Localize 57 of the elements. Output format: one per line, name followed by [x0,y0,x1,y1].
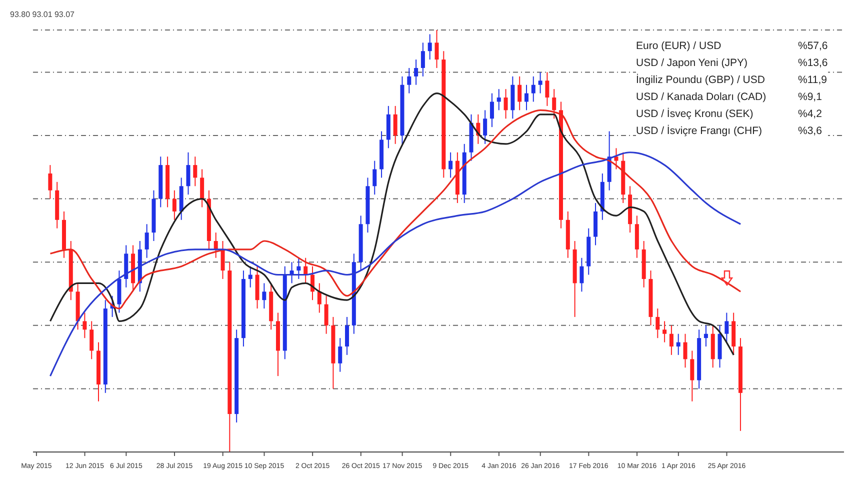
candlestick [144,224,149,258]
annotation: USD / İsveç Kronu (SEK) [636,106,754,122]
candlestick [524,84,528,111]
candlestick [676,333,680,356]
candlestick [172,190,176,220]
candlestick [428,34,432,60]
candlestick [434,30,439,68]
text: %13,6 [798,56,828,71]
candlestick [504,88,508,120]
candlestick [448,152,453,178]
text: %9,1 [798,90,822,105]
candlestick [614,148,618,170]
candlestick [90,320,94,360]
candlestick [345,316,350,356]
candlestick [683,333,688,368]
candlestick [248,266,252,288]
candlestick [656,308,660,339]
candlestick [193,156,198,187]
annotation: USD / Japon Yeni (JPY) [636,56,748,71]
candlestick [407,67,412,94]
candlestick [186,152,190,196]
candlestick [531,76,536,102]
candlestick [662,320,667,343]
candlestick [296,257,301,280]
candlestick [724,312,729,343]
candlestick [262,282,266,310]
candlestick [82,312,87,339]
candlestick [538,72,542,94]
text: %11,9 [798,73,827,88]
text: %4,2 [798,107,822,122]
text: %57,6 [798,39,828,54]
candlestick [414,59,418,86]
candlestick [552,88,556,120]
text: 93.80 93.01 93.07 [10,10,75,19]
candlestick [518,76,522,111]
candlestick [200,168,204,208]
candlestick [483,110,488,144]
candlestick [669,324,674,356]
text: %3,6 [798,124,822,139]
candlestick [490,92,494,128]
candlestick [372,160,377,196]
annotation: İngiliz Poundu (GBP) / USD [636,72,766,88]
candlestick [338,338,342,372]
candlestick [580,257,584,292]
annotation: USD / İsviçre Frangı (CHF) [636,124,764,139]
candlestick [545,72,550,106]
annotation: USD / Kanada Doları (CAD) [636,90,768,105]
candlestick [393,105,398,144]
candlestick [496,88,501,111]
candlestick [317,282,322,314]
candlestick [324,295,328,334]
annotation: Euro (EUR) / USD [636,39,722,54]
candlestick [704,324,708,347]
candlestick [220,240,225,280]
candlestick [690,350,694,402]
candlestick [48,164,52,200]
candlestick [420,42,425,77]
